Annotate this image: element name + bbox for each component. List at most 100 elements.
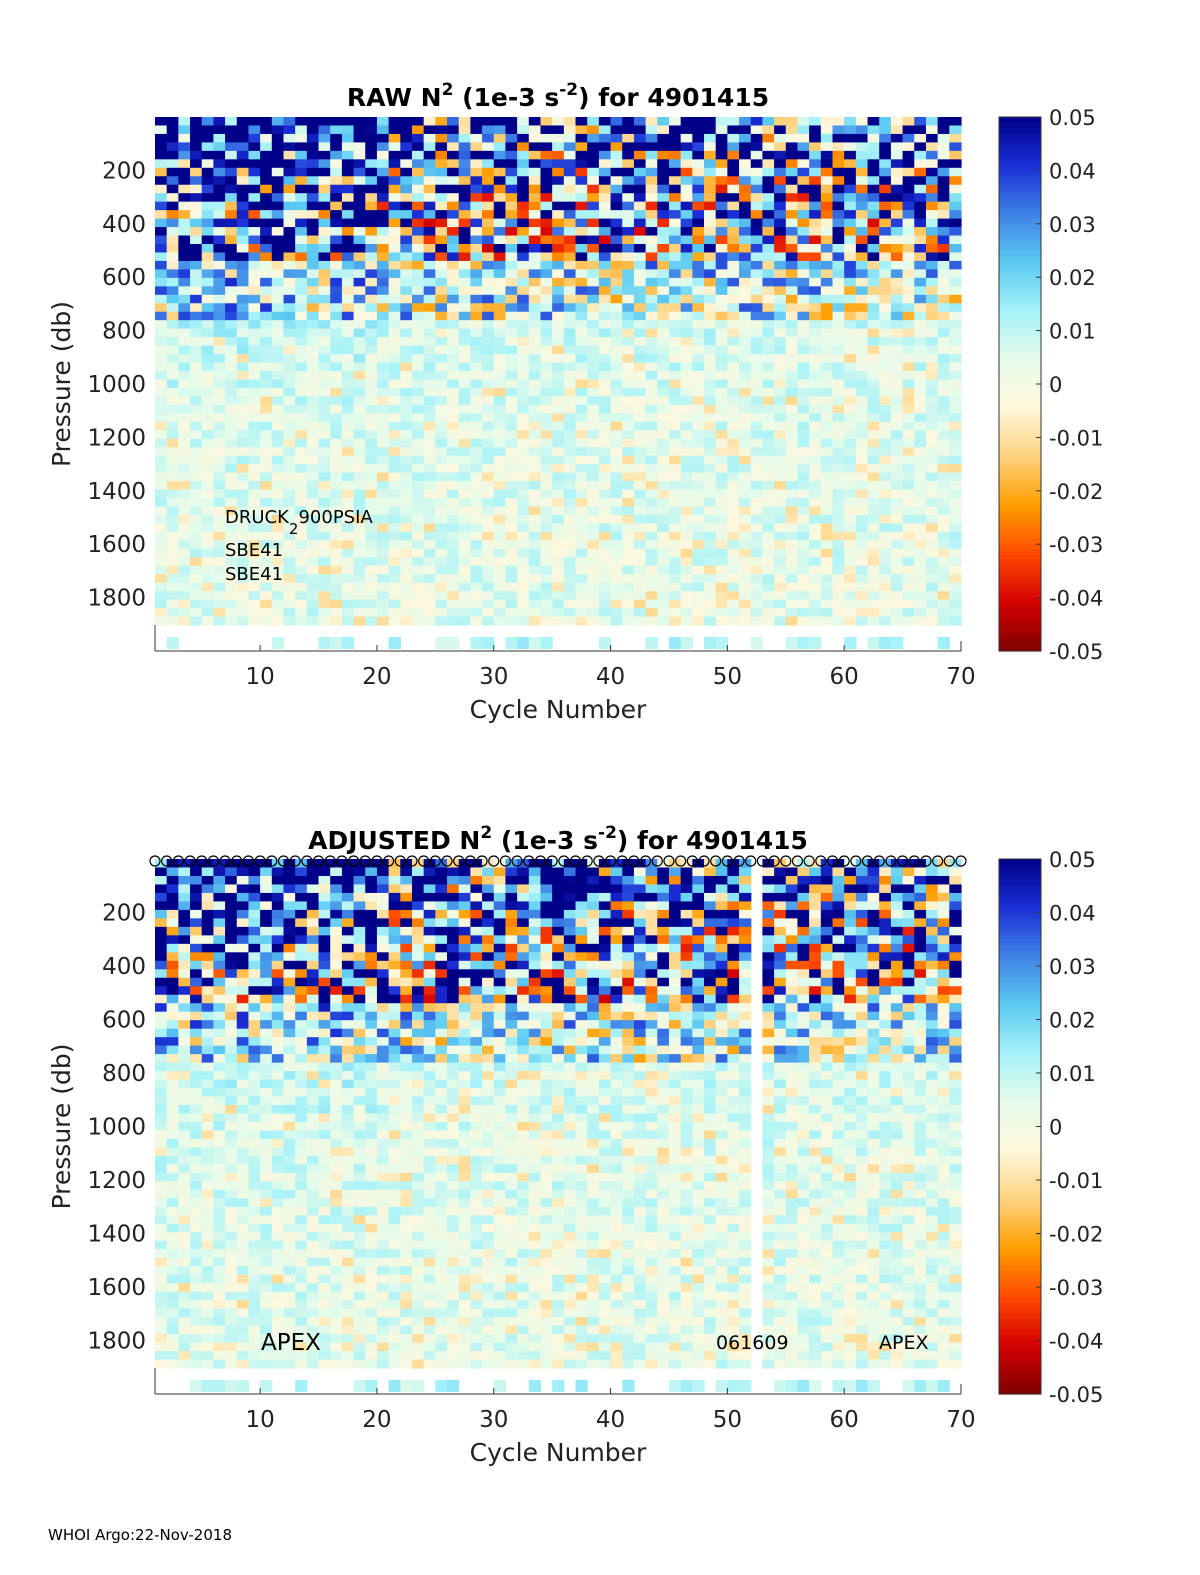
heatmap-cell [914,184,927,194]
heatmap-cell [411,150,425,160]
heatmap-cell [797,540,810,550]
heatmap-cell [704,413,717,423]
heatmap-cell [563,244,577,254]
heatmap-cell [622,235,635,245]
heatmap-cell [236,506,250,516]
heatmap-cell [879,506,892,516]
heatmap-cell [213,1215,226,1225]
heatmap-cell [178,582,191,592]
heatmap-cell [225,286,238,296]
heatmap-cell [178,1223,191,1233]
heatmap-cell [867,540,880,550]
heatmap-cell [341,125,355,135]
heatmap-cell [155,1045,168,1055]
heatmap-cell [213,269,226,279]
heatmap-cell [248,1223,261,1233]
heatmap-cell [271,184,285,194]
heatmap-cell [797,252,810,262]
heatmap-cell [645,557,658,567]
heatmap-cell [470,599,483,609]
heatmap-cell [271,498,285,508]
heatmap-cell [633,345,647,355]
heatmap-cell [493,591,507,601]
heatmap-cell [447,506,460,516]
heatmap-cell [750,455,764,465]
heatmap-cell [668,269,682,279]
heatmap-cell [458,311,471,321]
heatmap-cell [225,1266,238,1276]
heatmap-cell [855,235,869,245]
colorbar-segment [999,581,1041,588]
heatmap-cell [248,1028,261,1038]
heatmap-cell [925,150,939,160]
heatmap-cell [855,303,869,313]
heatmap-cell [388,260,401,270]
heatmap-cell [213,260,226,270]
heatmap-cell [610,421,623,431]
heatmap-cell [890,150,904,160]
heatmap-cell [587,354,600,364]
heatmap-cell [271,943,285,953]
heatmap-cell [657,489,670,499]
heatmap-cell [797,354,810,364]
heatmap-cell [704,557,717,567]
heatmap-cell [902,303,915,313]
heatmap-cell [739,320,752,330]
heatmap-cell [902,616,915,626]
heatmap-cell [575,591,588,601]
heatmap-cell [739,328,752,338]
heatmap-cell [855,481,869,491]
heatmap-cell [155,1147,168,1157]
heatmap-cell [213,960,226,970]
heatmap-cell [447,345,460,355]
heatmap-cell [365,345,378,355]
heatmap-cell [295,320,308,330]
heatmap-cell [365,125,378,135]
heatmap-cell [190,1037,203,1047]
heatmap-cell [820,252,834,262]
heatmap-cell [213,201,226,211]
heatmap-cell [306,252,320,262]
heatmap-cell [715,472,728,482]
heatmap-cell [925,176,939,186]
heatmap-cell [236,201,250,211]
heatmap-cell [388,591,401,601]
heatmap-cell [458,481,471,491]
heatmap-cell [902,142,915,152]
heatmap-cell [552,133,565,143]
title-superscript: -2 [598,823,617,843]
heatmap-cell [435,235,448,245]
heatmap-cell [435,167,448,177]
heatmap-cell [306,523,320,533]
heatmap-cell [622,472,635,482]
heatmap-cell [902,565,915,575]
heatmap-cell [178,1155,191,1165]
heatmap-cell [388,142,401,152]
heatmap-cell [225,1105,238,1115]
heatmap-cell [260,481,273,491]
heatmap-cell [552,337,565,347]
heatmap-cell [517,150,530,160]
heatmap-cell [318,354,331,364]
heatmap-cell [937,117,950,127]
heatmap-cell [914,421,927,431]
heatmap-cell [213,514,226,524]
heatmap-cell [563,608,577,618]
heatmap-cell [388,201,401,211]
heatmap-cell [166,227,179,237]
heatmap-cell [155,1088,168,1098]
heatmap-cell [820,565,834,575]
heatmap-cell [774,421,787,431]
heatmap-cell [493,260,507,270]
heatmap-cell [423,125,436,135]
heatmap-cell [809,210,822,220]
heatmap-cell [178,1257,191,1267]
heatmap-cell [855,582,869,592]
heatmap-cell [178,387,191,397]
heatmap-cell [411,117,425,127]
heatmap-cell [166,1071,179,1081]
heatmap-cell [867,252,880,262]
heatmap-cell [645,218,658,228]
heatmap-cell [820,286,834,296]
